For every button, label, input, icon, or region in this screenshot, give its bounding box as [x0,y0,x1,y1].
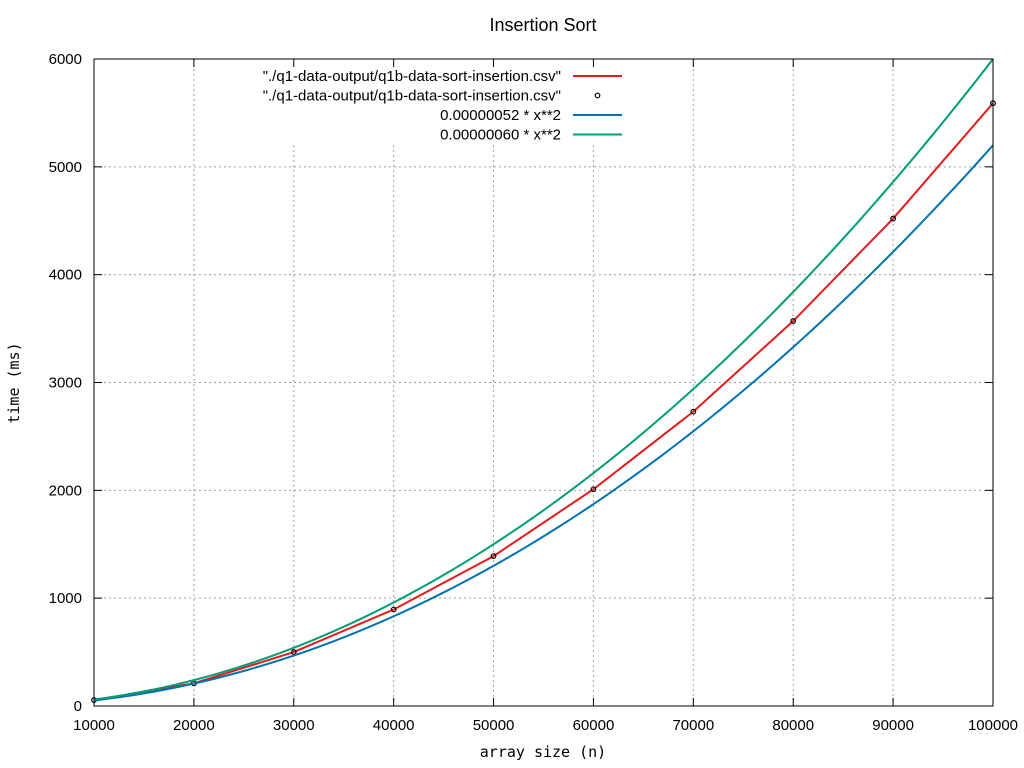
data-point [690,408,697,415]
grid [94,59,993,706]
legend-label: 0.00000060 * x**2 [440,127,561,144]
legend-label: 0.00000052 * x**2 [440,107,561,124]
legend-marker [594,92,601,99]
y-tick-label: 2000 [49,482,82,499]
data-point [290,649,297,655]
x-tick-label: 60000 [573,717,615,734]
plot-frame [93,58,994,707]
y-tick-label: 4000 [49,267,82,284]
x-tick-label: 100000 [968,717,1018,734]
y-tick-label: 1000 [49,590,82,607]
y-axis-label: time (ms) [5,342,23,423]
fit-curve-line [93,144,994,702]
series [91,58,996,703]
x-tick-label: 50000 [473,717,515,734]
x-axis-label: array size (n) [480,743,606,761]
legend-label: "./q1-data-output/q1b-data-sort-insertio… [263,68,561,85]
x-tick-label: 30000 [273,717,315,734]
y-tick-label: 0 [74,698,82,715]
x-tick-label: 40000 [373,717,415,734]
x-tick-label: 20000 [173,717,215,734]
x-tick-label: 80000 [772,717,814,734]
chart-title: Insertion Sort [489,15,596,35]
fit-curve-line [93,58,994,701]
data-point [390,606,397,613]
series-line [93,102,994,702]
legend-label: "./q1-data-output/q1b-data-sort-insertio… [263,88,561,105]
y-tick-label: 5000 [49,159,82,176]
data-point [790,318,797,324]
x-tick-label: 90000 [872,717,914,734]
data-point [490,553,497,560]
x-tick-label: 70000 [672,717,714,734]
data-point [590,486,597,493]
y-tick-label: 6000 [49,51,82,68]
y-tick-label: 3000 [49,375,82,392]
axis-ticks: 0 1000 2000 3000 4000 5000 6000 10000 20000 30000… [49,51,1018,734]
legend: "./q1-data-output/q1b-data-sort-insertio… [263,68,622,144]
x-tick-label: 10000 [73,717,115,734]
data-point [890,215,897,222]
